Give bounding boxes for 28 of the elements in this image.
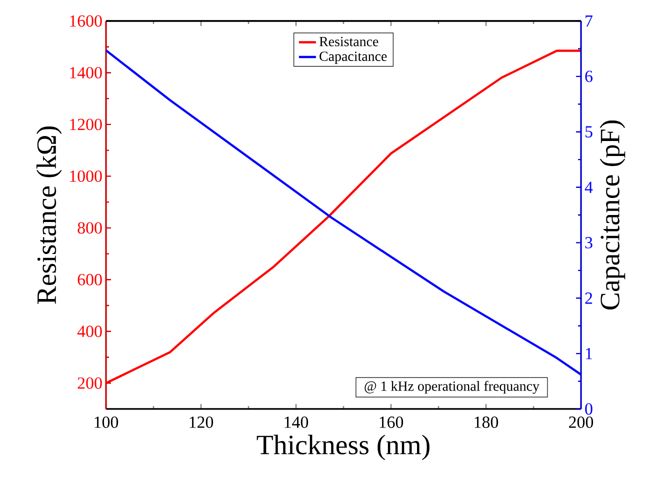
x-tick-label: 200 [569,416,594,428]
y2-tick-label: 7 [586,15,593,27]
y-tick-label: 1200 [70,118,102,130]
y-axis-title: Resistance (kΩ) [36,126,62,304]
y2-tick-label: 0 [585,403,592,415]
legend-label: Resistance [319,36,378,46]
y-tick-label: 1000 [70,170,102,182]
y2-tick-label: 5 [586,126,592,138]
y2-axis-title: Capacitance (pF) [600,120,626,310]
x-axis-title: Thickness (nm) [256,434,430,460]
annotation: @ 1 kHz operational frequancy [364,380,540,394]
x-tick-label: 120 [190,416,214,428]
y-tick-label: 600 [78,274,102,286]
legend-label: Capacitance [320,52,387,64]
y2-tick-label: 1 [586,348,592,360]
x-tick-label: 100 [94,416,118,428]
x-tick-label: 140 [284,416,308,428]
y2-tick-label: 2 [585,292,592,304]
y-tick-label: 200 [78,377,102,389]
y-tick-label: 800 [78,222,102,234]
y-tick-label: 1400 [70,67,102,78]
y2-tick-label: 3 [585,237,592,248]
y2-tick-label: 6 [585,70,592,82]
x-tick-label: 180 [474,416,498,428]
y2-tick-label: 4 [584,182,593,193]
y-tick-label: 1600 [70,15,102,27]
x-tick-label: 160 [380,416,404,428]
y-tick-label: 400 [77,326,102,338]
